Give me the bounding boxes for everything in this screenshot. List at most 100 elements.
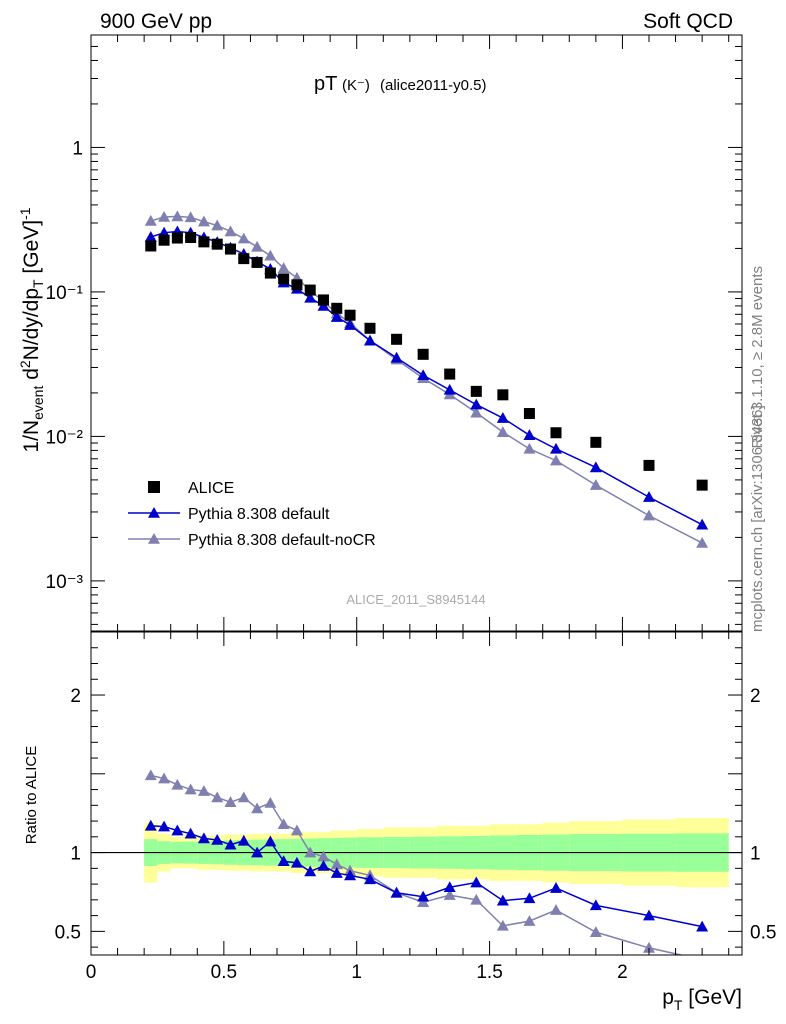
ratio-panel: 2 21 10.5 0.50 0.5 1 1.5 2 Ratio to ALICE pT [G…	[23, 631, 776, 1013]
main-title-pt: pT	[314, 73, 337, 95]
ratio-series-marker	[304, 846, 317, 858]
ratio-series-marker	[317, 859, 330, 871]
ratio-series-marker	[224, 838, 237, 850]
series-marker	[496, 426, 509, 437]
ratio-series-marker	[523, 892, 536, 904]
series-marker	[390, 351, 403, 363]
ratio-series-marker	[417, 896, 430, 908]
ratio-y-tick-label-right: 1	[750, 844, 761, 865]
ratio-series-marker	[144, 819, 157, 831]
ratio-series-marker	[184, 783, 197, 795]
ratio-series-marker	[171, 778, 184, 790]
series-marker	[364, 334, 376, 346]
alice-data-point	[225, 243, 236, 255]
series-marker	[330, 311, 343, 322]
ratio-series-marker	[304, 865, 317, 877]
ratio-series-marker	[158, 820, 171, 832]
series-marker	[470, 398, 483, 410]
ratio-series-marker	[290, 824, 303, 836]
watermark-analysis-id: ALICE_2011_S8945144	[346, 592, 485, 607]
x-tick-label: 2	[617, 962, 628, 983]
ratio-y-tick-label-right: 2	[750, 686, 761, 707]
alice-data-point	[145, 240, 157, 252]
alice-data-point	[278, 273, 290, 285]
main-y-tick-label: 10⁻¹	[46, 283, 84, 304]
ratio-series-marker	[184, 827, 197, 839]
series-marker	[211, 219, 224, 231]
alice-data-point	[497, 389, 509, 401]
series-marker	[417, 369, 430, 381]
svg-text:pT [GeV]: pT [GeV]	[662, 986, 742, 1013]
ratio-series-marker	[171, 824, 184, 836]
ratio-series-marker	[264, 796, 277, 808]
alice-data-point	[523, 408, 535, 420]
series-marker	[171, 210, 184, 222]
legend-marker-alice	[148, 481, 160, 493]
legend-marker	[148, 533, 160, 544]
series-marker	[264, 249, 277, 261]
legend-marker	[148, 507, 160, 518]
ratio-series-marker	[330, 867, 343, 878]
series-marker	[251, 240, 264, 252]
alice-data-point	[158, 234, 170, 246]
ratio-y-tick-label: 0.5	[55, 922, 81, 943]
alice-data-point	[331, 302, 343, 314]
series-marker	[144, 214, 157, 226]
alice-data-point	[444, 368, 456, 380]
series-marker	[144, 230, 157, 242]
alice-data-point	[171, 232, 183, 244]
legend-entry-label: ALICE	[188, 480, 234, 497]
main-y-tick-label: 1	[72, 138, 83, 159]
header-left-label: 900 GeV pp	[100, 10, 212, 33]
alice-data-point	[391, 333, 403, 345]
x-tick-label: 1	[351, 962, 362, 983]
alice-data-point	[264, 267, 276, 279]
ratio-series-marker	[237, 834, 250, 846]
ratio-series-marker	[696, 920, 709, 932]
alice-data-point	[238, 253, 250, 265]
series-marker	[523, 429, 536, 440]
ratio-series-marker	[550, 904, 562, 915]
series-marker	[277, 262, 290, 273]
alice-data-point	[198, 236, 210, 248]
legend-entry-label: Pythia 8.308 default-noCR	[188, 532, 376, 549]
ratio-series-marker	[390, 886, 403, 898]
ratio-series-marker	[643, 941, 655, 953]
series-marker	[696, 518, 709, 530]
ratio-y-tick-label: 1	[70, 844, 81, 865]
header-right-label: Soft QCD	[643, 10, 733, 33]
main-y-tick-label: 10⁻³	[46, 572, 84, 593]
ratio-series-marker	[470, 893, 483, 905]
ratio-series-marker	[197, 785, 210, 796]
ratio-series-marker	[197, 832, 210, 844]
ratio-series-marker	[251, 846, 264, 858]
ratio-series-marker	[443, 889, 456, 900]
ratio-series-marker	[211, 791, 224, 803]
alice-data-point	[304, 284, 316, 296]
ratio-series-marker	[417, 890, 430, 902]
alice-data-point	[417, 348, 429, 360]
alice-data-point	[211, 238, 223, 250]
series-marker	[643, 491, 655, 502]
side-label-mcplots: mcplots.cern.ch [arXiv:1306.3436]	[749, 405, 766, 632]
ratio-series-marker	[330, 858, 343, 870]
legend-entry-label: Pythia 8.308 default	[188, 506, 330, 523]
ratio-series-marker	[643, 909, 655, 921]
series-marker	[523, 442, 536, 454]
ratio-series-marker	[317, 850, 330, 862]
series-marker	[550, 454, 562, 466]
series-marker	[237, 232, 250, 244]
ratio-series-marker	[443, 881, 456, 893]
series-marker	[550, 442, 562, 454]
alice-data-point	[590, 436, 602, 448]
ratio-series-marker	[550, 882, 562, 893]
alice-data-point	[318, 294, 329, 306]
alice-data-point	[643, 459, 655, 471]
series-marker	[184, 211, 197, 223]
series-marker	[496, 412, 509, 423]
main-title-tag: (alice2011-y0.5)	[380, 77, 486, 94]
ratio-series-marker	[251, 802, 264, 814]
series-marker	[158, 211, 171, 222]
x-tick-label: 0	[86, 962, 97, 983]
